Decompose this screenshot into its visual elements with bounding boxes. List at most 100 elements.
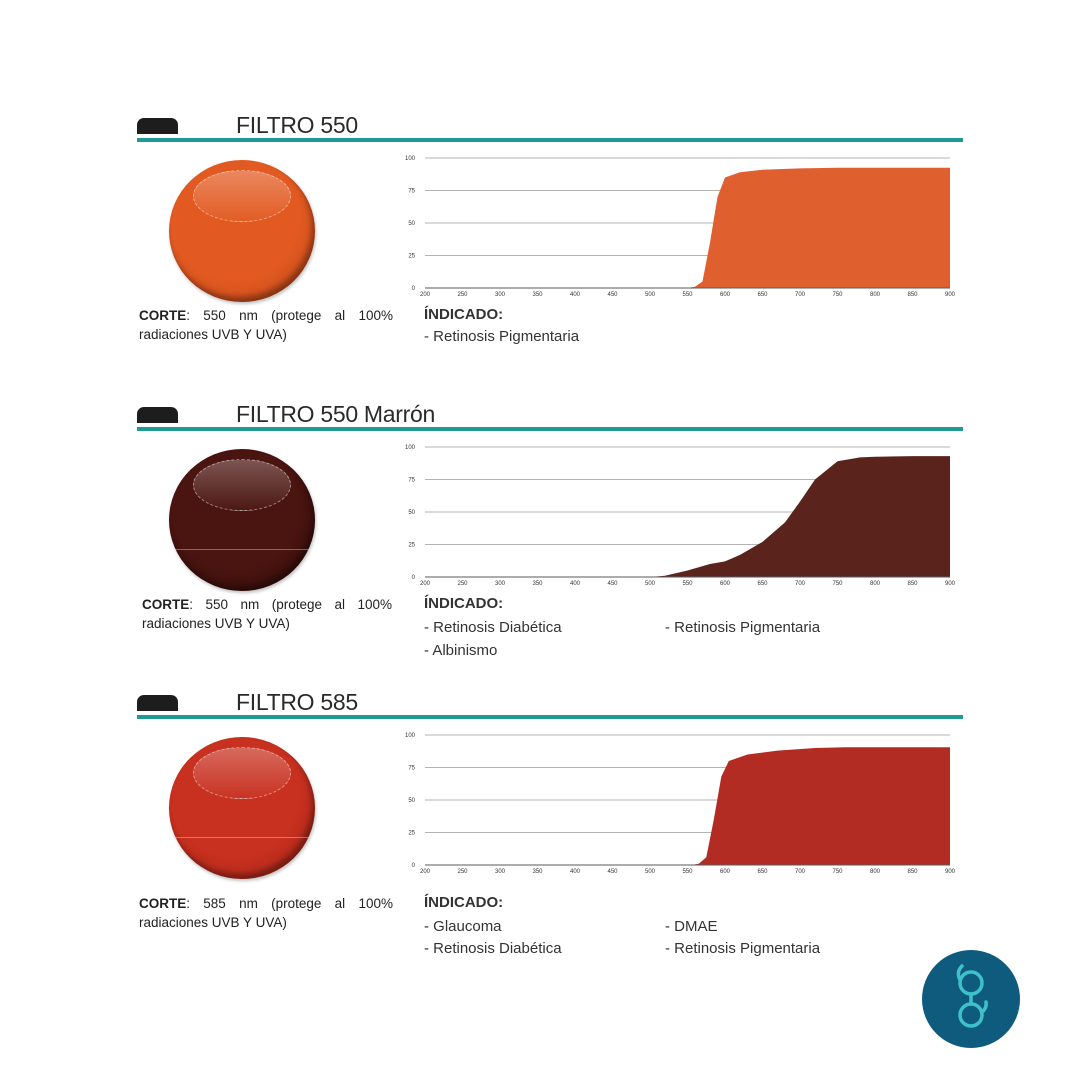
x-tick-label: 300 bbox=[495, 869, 506, 875]
y-tick-label: 75 bbox=[408, 189, 415, 195]
indicado-label: ÍNDICADO: bbox=[424, 306, 504, 323]
x-tick-label: 400 bbox=[570, 869, 581, 875]
x-tick-label: 600 bbox=[720, 869, 731, 875]
transmission-chart: 0 25 50 75 100 200 250 300 350 400 450 500 550 600 650… bbox=[400, 727, 970, 877]
x-tick-label: 650 bbox=[757, 581, 768, 587]
x-tick-label: 650 bbox=[757, 869, 768, 875]
x-tick-label: 700 bbox=[795, 581, 806, 587]
indicado-label: ÍNDICADO: bbox=[424, 595, 504, 612]
indicado-item: - Retinosis Pigmentaria bbox=[424, 328, 580, 345]
x-tick-label: 700 bbox=[795, 292, 806, 298]
y-tick-label: 0 bbox=[412, 286, 416, 292]
corte-description: CORTE: 550 nm (protege al 100% radiacion… bbox=[139, 306, 393, 344]
lens-swatch bbox=[169, 449, 315, 591]
x-tick-label: 500 bbox=[645, 292, 656, 298]
indicado-item: - Retinosis Pigmentaria bbox=[665, 940, 821, 957]
corte-text: : 585 nm (protege al 100% radiaciones UV… bbox=[139, 896, 393, 930]
x-tick-label: 200 bbox=[420, 869, 431, 875]
x-tick-label: 750 bbox=[832, 292, 843, 298]
x-tick-label: 800 bbox=[870, 869, 881, 875]
x-tick-label: 400 bbox=[570, 581, 581, 587]
x-tick-label: 600 bbox=[720, 292, 731, 298]
indicado-item: - DMAE bbox=[665, 918, 718, 935]
lens-swatch bbox=[169, 737, 315, 879]
y-tick-label: 0 bbox=[412, 863, 416, 869]
lens-swatch bbox=[169, 160, 315, 302]
section-rule bbox=[137, 138, 963, 142]
y-tick-label: 75 bbox=[408, 766, 415, 772]
x-tick-label: 700 bbox=[795, 869, 806, 875]
x-tick-label: 200 bbox=[420, 292, 431, 298]
y-tick-label: 100 bbox=[405, 733, 416, 739]
y-tick-label: 50 bbox=[408, 221, 415, 227]
indicado-item: - Retinosis Diabética bbox=[424, 619, 562, 636]
series-area bbox=[425, 747, 950, 865]
section-title: FILTRO 550 Marrón bbox=[236, 401, 435, 427]
series-area bbox=[425, 456, 950, 577]
filter-section-550-marron: FILTRO 550 Marrón 0 25 50 75 100 200 250 300 350… bbox=[0, 289, 1080, 659]
chart-svg: 0 25 50 75 100 200 250 300 350 400 450 500 550 600 650… bbox=[405, 445, 956, 587]
x-tick-label: 900 bbox=[945, 869, 956, 875]
transmission-chart: 0 25 50 75 100 200 250 300 350 400 450 500 550 600 650… bbox=[400, 439, 970, 589]
indicado-item: - Retinosis Pigmentaria bbox=[665, 619, 821, 636]
y-tick-label: 75 bbox=[408, 478, 415, 484]
y-tick-label: 100 bbox=[405, 156, 416, 162]
x-tick-label: 750 bbox=[832, 581, 843, 587]
indicado-item: - Albinismo bbox=[424, 642, 498, 659]
x-tick-label: 850 bbox=[907, 581, 918, 587]
x-tick-label: 650 bbox=[757, 292, 768, 298]
corte-label: CORTE bbox=[139, 308, 187, 323]
y-tick-label: 25 bbox=[408, 543, 415, 549]
x-tick-label: 550 bbox=[682, 292, 693, 298]
indicado-item: - Retinosis Diabética bbox=[424, 940, 562, 957]
x-tick-label: 600 bbox=[720, 581, 731, 587]
x-tick-label: 300 bbox=[495, 581, 506, 587]
corte-label: CORTE bbox=[139, 896, 187, 911]
section-title: FILTRO 585 bbox=[236, 689, 358, 715]
x-tick-label: 250 bbox=[457, 869, 468, 875]
glasses-icon bbox=[956, 964, 988, 1028]
x-tick-label: 200 bbox=[420, 581, 431, 587]
x-tick-label: 350 bbox=[532, 292, 543, 298]
x-tick-label: 500 bbox=[645, 869, 656, 875]
corte-description: CORTE: 550 nm (protege al 100% radiacion… bbox=[142, 595, 392, 633]
y-tick-label: 25 bbox=[408, 254, 415, 260]
filter-section-585: FILTRO 585 0 25 50 75 100 200 250 300 350 400 450 5… bbox=[0, 577, 1080, 957]
brand-logo bbox=[922, 950, 1020, 1048]
corte-text: : 550 nm (protege al 100% radiaciones UV… bbox=[139, 308, 393, 342]
x-tick-label: 800 bbox=[870, 581, 881, 587]
indicado-label: ÍNDICADO: bbox=[424, 894, 504, 911]
lens-highlight bbox=[193, 747, 291, 799]
corte-description: CORTE: 585 nm (protege al 100% radiacion… bbox=[139, 894, 393, 932]
x-tick-label: 250 bbox=[457, 581, 468, 587]
x-tick-label: 900 bbox=[945, 581, 956, 587]
series-area bbox=[425, 167, 950, 288]
section-rule bbox=[137, 715, 963, 719]
lens-reflection-line bbox=[169, 837, 315, 838]
x-tick-label: 450 bbox=[607, 581, 618, 587]
chart-svg: 0 25 50 75 100 200 250 300 350 400 450 500 550 600 650… bbox=[405, 156, 956, 298]
chart-svg: 0 25 50 75 100 200 250 300 350 400 450 500 550 600 650… bbox=[405, 733, 956, 875]
transmission-chart: 0 25 50 75 100 200 250 300 350 400 450 500 550 600 650… bbox=[400, 150, 970, 300]
x-tick-label: 800 bbox=[870, 292, 881, 298]
x-tick-label: 350 bbox=[532, 869, 543, 875]
lens-reflection-line bbox=[169, 549, 315, 550]
section-title: FILTRO 550 bbox=[236, 112, 358, 138]
y-tick-label: 100 bbox=[405, 445, 416, 451]
section-tab-marker bbox=[137, 118, 178, 134]
y-tick-label: 50 bbox=[408, 798, 415, 804]
x-tick-label: 400 bbox=[570, 292, 581, 298]
filter-section-550: FILTRO 550 0 25 50 75 100 200 250 300 350 400 450 5… bbox=[0, 0, 1080, 345]
x-tick-label: 450 bbox=[607, 292, 618, 298]
corte-text: : 550 nm (protege al 100% radiaciones UV… bbox=[142, 597, 392, 631]
x-tick-label: 850 bbox=[907, 292, 918, 298]
x-tick-label: 550 bbox=[682, 869, 693, 875]
x-tick-label: 350 bbox=[532, 581, 543, 587]
section-tab-marker bbox=[137, 407, 178, 423]
x-tick-label: 750 bbox=[832, 869, 843, 875]
y-tick-label: 50 bbox=[408, 510, 415, 516]
x-tick-label: 500 bbox=[645, 581, 656, 587]
x-tick-label: 250 bbox=[457, 292, 468, 298]
x-tick-label: 300 bbox=[495, 292, 506, 298]
y-tick-label: 25 bbox=[408, 831, 415, 837]
